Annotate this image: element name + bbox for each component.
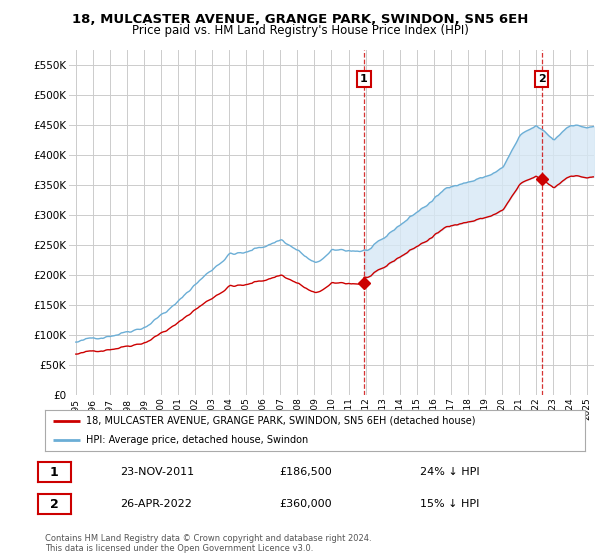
Text: 26-APR-2022: 26-APR-2022 <box>120 500 192 509</box>
Text: £186,500: £186,500 <box>279 468 332 477</box>
Text: 1: 1 <box>360 74 368 84</box>
Text: 1: 1 <box>50 466 59 479</box>
Text: 18, MULCASTER AVENUE, GRANGE PARK, SWINDON, SN5 6EH (detached house): 18, MULCASTER AVENUE, GRANGE PARK, SWIND… <box>86 416 475 426</box>
Text: Price paid vs. HM Land Registry's House Price Index (HPI): Price paid vs. HM Land Registry's House … <box>131 24 469 37</box>
Text: £360,000: £360,000 <box>279 500 332 509</box>
Text: HPI: Average price, detached house, Swindon: HPI: Average price, detached house, Swin… <box>86 435 308 445</box>
Text: 23-NOV-2011: 23-NOV-2011 <box>120 468 194 477</box>
Text: Contains HM Land Registry data © Crown copyright and database right 2024.
This d: Contains HM Land Registry data © Crown c… <box>45 534 371 553</box>
Text: 15% ↓ HPI: 15% ↓ HPI <box>420 500 479 509</box>
Text: 2: 2 <box>538 74 545 84</box>
Text: 24% ↓ HPI: 24% ↓ HPI <box>420 468 479 477</box>
Text: 18, MULCASTER AVENUE, GRANGE PARK, SWINDON, SN5 6EH: 18, MULCASTER AVENUE, GRANGE PARK, SWIND… <box>72 13 528 26</box>
Text: 2: 2 <box>50 498 59 511</box>
